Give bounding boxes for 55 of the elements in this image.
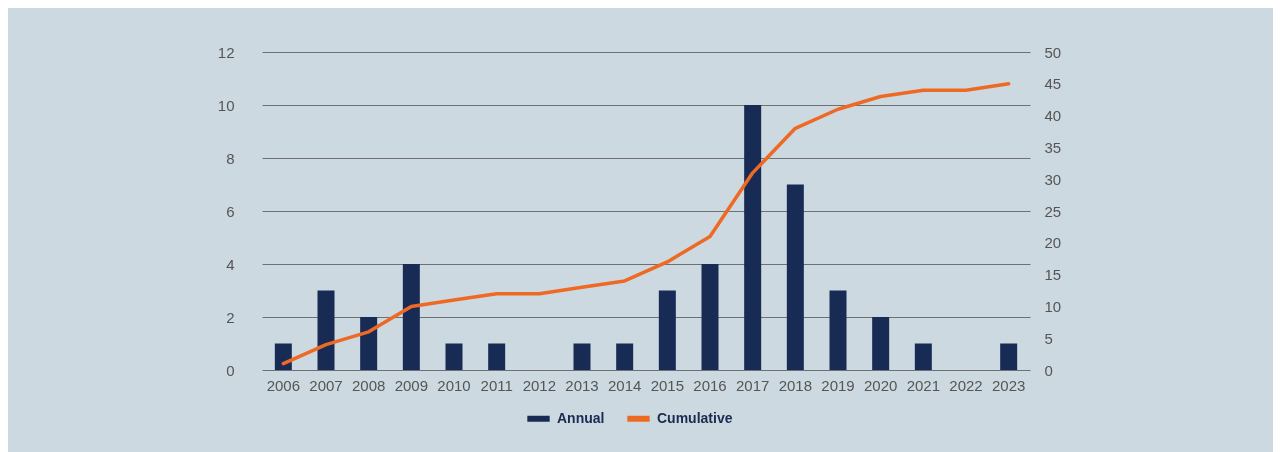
y2-tick-label: 15 — [1044, 266, 1062, 284]
line-series — [281, 82, 1011, 366]
x-tick-label: 2021 — [906, 376, 941, 394]
x-tick-label: 2007 — [309, 376, 343, 394]
x-tick-label: 2009 — [394, 376, 429, 394]
y2-tick-label: 35 — [1044, 138, 1062, 156]
y-tick-label: 6 — [226, 202, 235, 220]
y2-tick-label: 30 — [1044, 170, 1062, 188]
y2-tick-label: 0 — [1044, 361, 1053, 379]
bar — [829, 290, 847, 370]
bar — [445, 343, 463, 370]
bar — [786, 184, 804, 370]
bar — [872, 317, 890, 370]
y-tick-label: 10 — [217, 96, 235, 114]
x-tick-label: 2023 — [991, 376, 1026, 394]
x-tick-label: 2008 — [351, 376, 386, 394]
bar — [744, 105, 762, 370]
x-tick-label: 2012 — [522, 376, 557, 394]
x-tick-label: 2020 — [863, 376, 898, 394]
legend-label: Annual — [557, 409, 605, 426]
bar — [573, 343, 591, 370]
y2-tick-label: 25 — [1044, 202, 1062, 220]
bar — [701, 264, 719, 370]
bar — [360, 317, 378, 370]
bar — [317, 290, 335, 370]
bar — [914, 343, 932, 370]
x-tick-label: 2015 — [650, 376, 685, 394]
bar — [658, 290, 676, 370]
y-tick-label: 0 — [226, 361, 235, 379]
y-tick-label: 8 — [226, 149, 235, 167]
x-tick-label: 2014 — [607, 376, 642, 394]
bar — [274, 343, 292, 370]
x-tick-label: 2016 — [693, 376, 727, 394]
bar — [1000, 343, 1018, 370]
y2-tick-label: 20 — [1044, 234, 1062, 252]
x-tick-label: 2006 — [266, 376, 301, 394]
y-tick-label: 4 — [226, 255, 235, 273]
x-tick-label: 2013 — [565, 376, 599, 394]
y-tick-label: 2 — [226, 308, 235, 326]
x-tick-label: 2019 — [821, 376, 855, 394]
y2-tick-label: 40 — [1044, 107, 1062, 125]
x-tick-label: 2022 — [949, 376, 983, 394]
y-tick-label: 12 — [217, 43, 235, 61]
y2-tick-label: 45 — [1044, 75, 1062, 93]
y2-tick-label: 10 — [1044, 297, 1062, 315]
x-tick-label: 2018 — [778, 376, 813, 394]
bar — [616, 343, 634, 370]
y2-tick-label: 50 — [1044, 43, 1062, 61]
x-tick-label: 2017 — [735, 376, 770, 394]
bar — [488, 343, 506, 370]
x-tick-label: 2010 — [437, 376, 471, 394]
legend-label: Cumulative — [657, 409, 733, 426]
x-tick-label: 2011 — [480, 376, 513, 394]
y2-tick-label: 5 — [1044, 329, 1053, 347]
bar — [402, 264, 420, 370]
